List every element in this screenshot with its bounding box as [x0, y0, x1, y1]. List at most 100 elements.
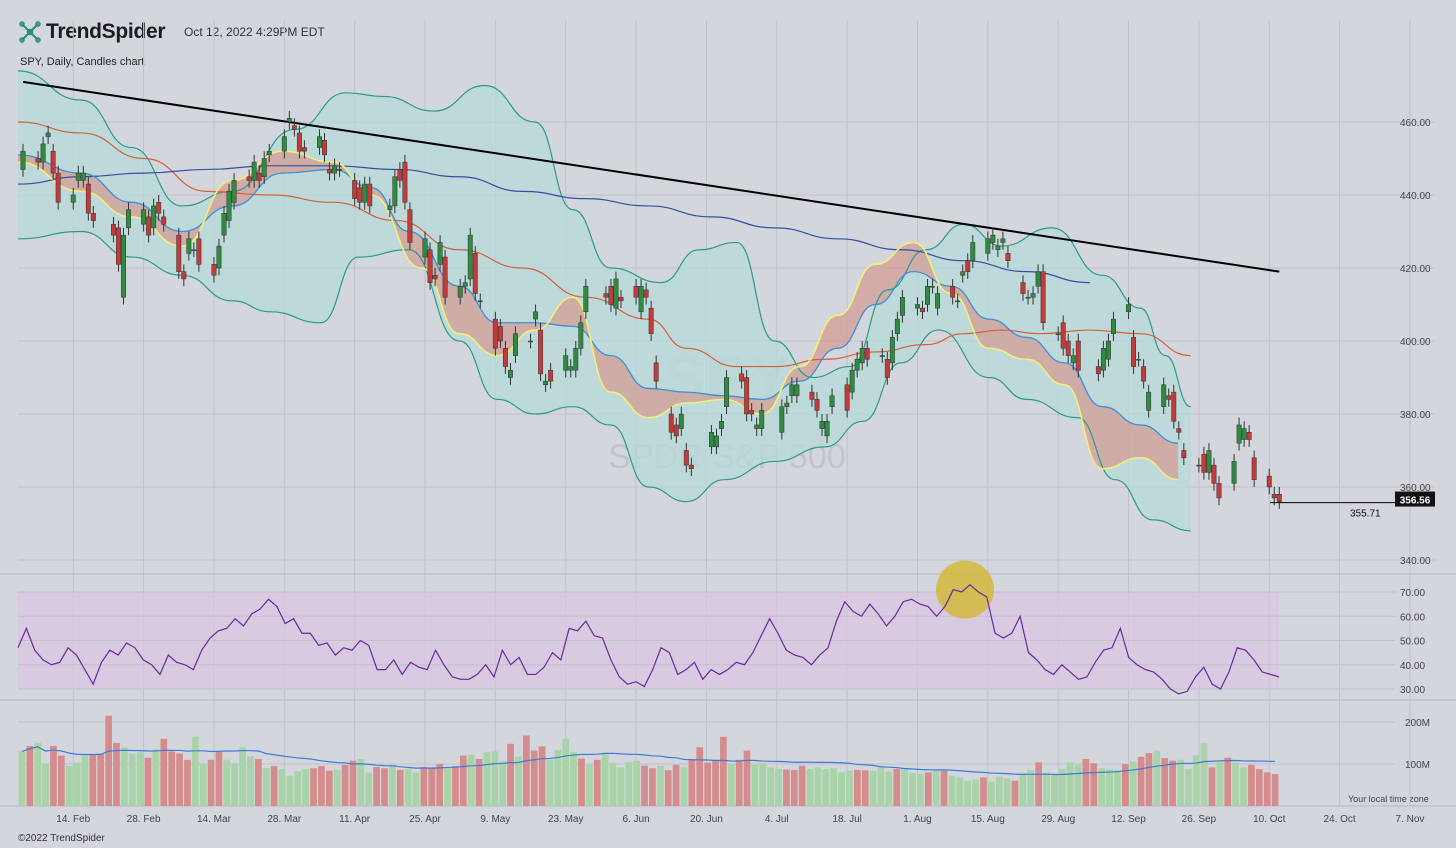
candle-body[interactable]: [367, 183, 373, 207]
candle-body[interactable]: [1025, 296, 1031, 299]
candle-body[interactable]: [754, 424, 760, 429]
candle-body[interactable]: [291, 125, 297, 130]
candle-body[interactable]: [583, 286, 589, 313]
candle-body[interactable]: [633, 286, 639, 298]
candle-body[interactable]: [708, 432, 714, 448]
candle-body[interactable]: [548, 369, 554, 382]
candle-body[interactable]: [492, 318, 498, 349]
candle-body[interactable]: [613, 278, 619, 309]
candle-body[interactable]: [844, 384, 850, 411]
candle-body[interactable]: [357, 187, 363, 203]
candle-body[interactable]: [35, 158, 41, 163]
candle-body[interactable]: [864, 348, 870, 360]
candle-body[interactable]: [322, 140, 327, 156]
candle-body[interactable]: [794, 384, 800, 396]
candle-body[interactable]: [759, 410, 765, 429]
candle-body[interactable]: [854, 359, 860, 371]
candle-body[interactable]: [1075, 340, 1081, 371]
candle-body[interactable]: [1246, 432, 1252, 440]
candle-body[interactable]: [327, 169, 332, 174]
candle-body[interactable]: [40, 143, 46, 163]
candle-body[interactable]: [352, 180, 358, 199]
candle-body[interactable]: [965, 260, 971, 272]
candle-body[interactable]: [296, 132, 302, 152]
candle-body[interactable]: [608, 286, 614, 305]
candle-body[interactable]: [1141, 366, 1147, 382]
candle-body[interactable]: [784, 402, 790, 407]
candle-body[interactable]: [191, 249, 197, 251]
candle-body[interactable]: [477, 300, 483, 303]
candle-body[interactable]: [1271, 494, 1277, 499]
candle-body[interactable]: [467, 234, 473, 280]
candle-body[interactable]: [85, 183, 91, 214]
candle-body[interactable]: [332, 165, 338, 174]
candle-body[interactable]: [266, 150, 272, 156]
candle-body[interactable]: [724, 377, 729, 407]
candle-body[interactable]: [402, 161, 408, 203]
candle-body[interactable]: [849, 369, 855, 393]
candle-body[interactable]: [538, 329, 544, 375]
candle-body[interactable]: [568, 366, 574, 371]
candle-body[interactable]: [1211, 464, 1217, 484]
candle-body[interactable]: [1005, 253, 1011, 261]
candle-body[interactable]: [955, 300, 961, 303]
candle-body[interactable]: [45, 132, 51, 137]
candle-body[interactable]: [809, 391, 815, 400]
candle-body[interactable]: [1266, 475, 1272, 488]
candle-body[interactable]: [688, 464, 694, 470]
candle-body[interactable]: [884, 359, 890, 378]
candle-body[interactable]: [789, 384, 795, 396]
candle-body[interactable]: [20, 150, 26, 170]
candle-body[interactable]: [1201, 453, 1207, 473]
candle-body[interactable]: [894, 318, 900, 334]
candle-body[interactable]: [75, 172, 81, 181]
candle-body[interactable]: [985, 238, 991, 254]
candle-body[interactable]: [879, 355, 885, 357]
candle-body[interactable]: [638, 286, 644, 313]
candle-body[interactable]: [387, 205, 393, 210]
candle-body[interactable]: [960, 271, 966, 276]
candle-body[interactable]: [668, 413, 674, 433]
candle-body[interactable]: [176, 234, 182, 272]
candle-body[interactable]: [261, 158, 267, 177]
candle-body[interactable]: [1100, 348, 1106, 371]
candle-body[interactable]: [925, 286, 930, 305]
candle-body[interactable]: [1241, 428, 1247, 440]
candle-body[interactable]: [578, 322, 584, 349]
candle-body[interactable]: [819, 421, 825, 429]
candle-body[interactable]: [1276, 494, 1282, 502]
candle-body[interactable]: [196, 238, 202, 265]
candle-body[interactable]: [1000, 238, 1006, 243]
candle-body[interactable]: [528, 340, 533, 343]
candle-body[interactable]: [1166, 395, 1172, 400]
candle-body[interactable]: [146, 216, 152, 236]
candle-body[interactable]: [603, 293, 609, 298]
candle-body[interactable]: [653, 362, 659, 382]
candle-body[interactable]: [1176, 428, 1182, 433]
candle-body[interactable]: [513, 333, 518, 356]
candle-body[interactable]: [472, 253, 478, 294]
candle-body[interactable]: [507, 369, 513, 378]
candle-body[interactable]: [301, 147, 307, 152]
candle-body[interactable]: [281, 136, 287, 152]
candle-body[interactable]: [1035, 271, 1041, 287]
candle-body[interactable]: [1251, 457, 1257, 480]
candle-body[interactable]: [1206, 450, 1212, 473]
candle-body[interactable]: [427, 249, 433, 283]
candle-body[interactable]: [156, 202, 162, 214]
candle-body[interactable]: [141, 209, 147, 225]
trendline[interactable]: [22, 80, 1280, 273]
candle-body[interactable]: [246, 176, 252, 181]
candle-body[interactable]: [1065, 340, 1071, 356]
candle-body[interactable]: [1126, 304, 1131, 313]
candle-body[interactable]: [286, 118, 292, 123]
candle-body[interactable]: [1070, 355, 1076, 364]
candle-body[interactable]: [643, 289, 649, 298]
candle-body[interactable]: [126, 209, 131, 229]
candle-body[interactable]: [1161, 384, 1167, 407]
candle-body[interactable]: [442, 256, 448, 298]
candle-body[interactable]: [683, 450, 689, 466]
candle-body[interactable]: [216, 245, 222, 269]
candle-body[interactable]: [502, 348, 508, 367]
